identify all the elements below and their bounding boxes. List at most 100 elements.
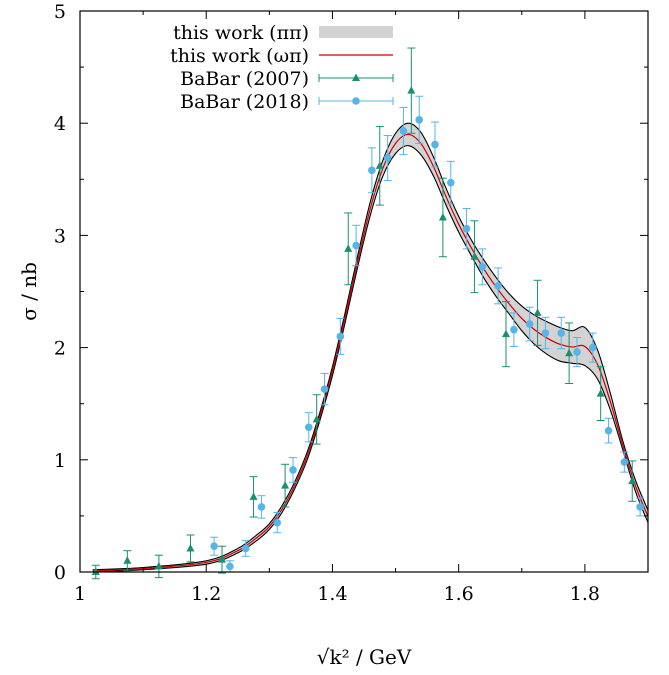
x-tick-label: 1.6 [444, 583, 474, 605]
triangle-marker [596, 389, 605, 397]
babar-2007-point [375, 126, 384, 206]
babar-2007-point [312, 394, 321, 445]
y-tick-label: 2 [54, 338, 66, 360]
babar-2018-point [636, 497, 645, 517]
babar-2018-point [446, 160, 455, 205]
circle-marker [525, 320, 534, 328]
y-tick-label: 5 [54, 1, 66, 23]
triangle-marker [312, 414, 321, 423]
babar-2007-point [407, 47, 416, 134]
line-layer [92, 133, 648, 572]
triangle-marker [281, 481, 290, 489]
points-layer [91, 47, 645, 580]
babar-2007-point [218, 545, 226, 574]
triangle-marker [375, 161, 384, 169]
circle-marker [415, 116, 424, 124]
babar-2007-point [186, 534, 195, 563]
babar-2007-point [533, 279, 542, 346]
babar-2018-point [573, 337, 581, 368]
triangle-marker [565, 348, 574, 357]
circle-marker [494, 282, 502, 290]
circle-marker [352, 241, 360, 250]
x-tick-label: 1.8 [570, 583, 600, 605]
triangle-marker [438, 212, 447, 221]
circle-marker [368, 166, 376, 175]
babar-2018-point [399, 106, 408, 156]
babar-2007-point [344, 212, 353, 286]
y-tick-label: 4 [54, 113, 66, 135]
y-axis-label: σ / nb [17, 262, 41, 321]
babar-2018-point [478, 248, 487, 286]
babar-2007-point [438, 177, 447, 258]
babar-2007-point [123, 550, 132, 572]
babar-2007-point [281, 463, 290, 508]
legend: this work (ππ)this work (ωπ)BaBar (2007)… [170, 22, 394, 113]
babar-2007-point [565, 322, 574, 385]
babar-2018-point [557, 316, 566, 350]
triangle-marker [628, 476, 637, 485]
babar-2018-point [336, 317, 345, 355]
babar-2018-point [462, 207, 471, 250]
x-tick-label: 1.2 [191, 583, 221, 605]
band-upper-edge [92, 122, 648, 571]
circle-marker [636, 503, 644, 511]
triangle-marker [407, 86, 416, 94]
x-axis-label: √k² / GeV [317, 645, 412, 669]
babar-2018-point [588, 332, 597, 363]
babar-2018-point [604, 417, 613, 444]
babar-2018-point [241, 540, 250, 557]
plot-frame [79, 10, 649, 573]
circle-marker [446, 178, 455, 187]
x-tick-label: 1 [74, 583, 86, 605]
circle-marker [320, 385, 329, 393]
legend-triangle-marker [352, 73, 360, 81]
triangle-marker [218, 555, 226, 563]
babar-2018-point [620, 451, 629, 473]
babar-2018-point [304, 412, 313, 443]
triangle-marker [502, 329, 510, 338]
babar-2018-point [225, 560, 234, 573]
band-lower-edge [92, 145, 648, 572]
circle-marker [241, 544, 250, 553]
triangle-marker [91, 567, 100, 575]
circle-marker [399, 127, 408, 135]
triangle-marker [123, 556, 132, 564]
babar-2018-point [289, 457, 297, 483]
babar-2007-point [249, 476, 258, 518]
x-tick-label: 1.4 [317, 583, 347, 605]
triangle-marker [249, 492, 258, 500]
babar-2007-point [91, 564, 100, 580]
circle-marker [604, 426, 613, 435]
legend-label: this work (ωπ) [170, 45, 309, 67]
band-fill [92, 123, 648, 572]
circle-marker [289, 466, 297, 474]
circle-marker [462, 224, 471, 233]
babar-2018-point [494, 267, 503, 305]
babar-2007-point [154, 554, 163, 579]
triangle-marker [533, 308, 542, 316]
band-layer [92, 122, 648, 572]
omega-pi-line [92, 133, 648, 572]
circle-marker [273, 518, 282, 527]
babar-2007-point [596, 366, 605, 422]
babar-2018-point [257, 495, 266, 519]
triangle-marker [344, 244, 353, 252]
circle-marker [620, 458, 629, 466]
babar-2018-point [431, 121, 439, 168]
circle-marker [541, 329, 550, 337]
babar-2018-point [383, 135, 392, 181]
legend-swatch-band [319, 26, 393, 38]
babar-2018-point [273, 512, 282, 534]
triangle-marker [470, 252, 479, 260]
y-tick-label: 1 [54, 450, 66, 472]
circle-marker [210, 542, 218, 550]
babar-2018-point [415, 95, 424, 144]
circle-marker [304, 423, 313, 432]
y-tick-label: 0 [54, 562, 66, 584]
babar-2018-point [541, 316, 550, 350]
circle-marker [383, 154, 392, 162]
circle-marker [226, 562, 234, 571]
circle-marker [573, 348, 581, 356]
